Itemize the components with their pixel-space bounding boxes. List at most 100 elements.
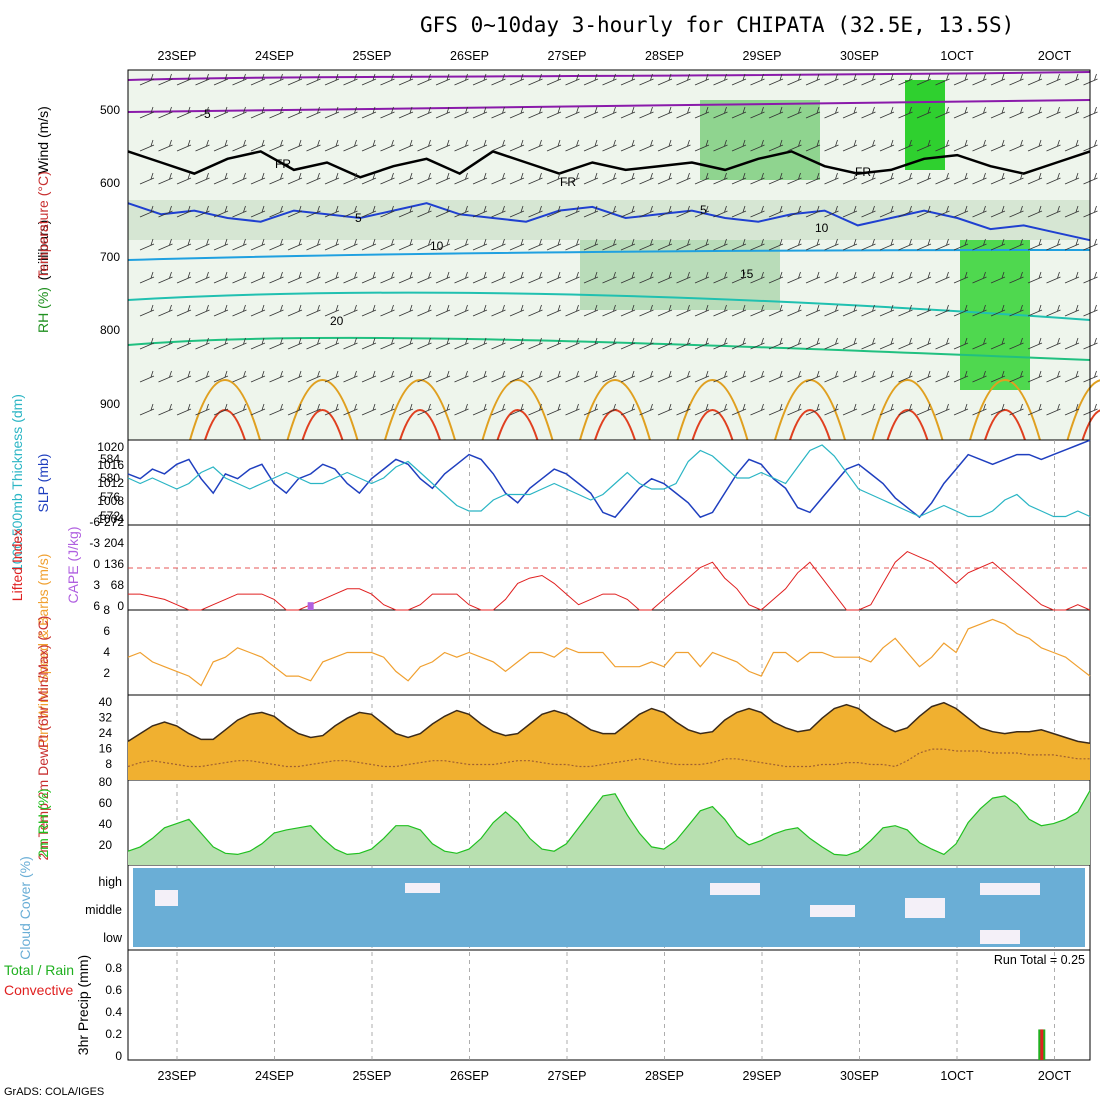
temp-30c-contour [1081, 409, 1100, 441]
wind-barb [787, 106, 802, 119]
wind-barb [361, 172, 377, 185]
wind-barb [676, 370, 691, 383]
wind-barb [324, 139, 340, 152]
lifted-index-tick: -3 [89, 536, 100, 550]
wind-barb [343, 271, 358, 284]
wind-barb [824, 238, 839, 251]
thickness-tick: 576 [100, 490, 120, 504]
wind-barb [195, 370, 210, 383]
wind-barb [1027, 403, 1043, 416]
cape-tick: 272 [104, 515, 124, 529]
wind-barb [287, 271, 303, 284]
wind-barb [491, 139, 506, 152]
wind-barb [472, 106, 488, 119]
date-label-bottom: 23SEP [158, 1069, 197, 1083]
wind-barb [139, 403, 155, 416]
wind-barb [306, 106, 321, 119]
cape-tick: 68 [111, 578, 125, 592]
wind-barb [324, 337, 340, 350]
rh-fill [128, 790, 1090, 865]
wind-barb [269, 370, 284, 383]
rh-tick: 80 [99, 775, 113, 789]
wind-barb [1064, 73, 1080, 86]
contour-label: 10 [430, 239, 444, 253]
wind-barb [787, 271, 802, 284]
wind-barb [713, 73, 728, 86]
wind-barb [805, 271, 821, 284]
wind-barb [990, 304, 1006, 317]
wind-barb [232, 73, 247, 86]
wind-barb [935, 73, 950, 86]
wind-barb [139, 106, 155, 119]
wind-barb [361, 403, 377, 416]
lifted-index-axis-label: Lifted Index [9, 529, 25, 601]
wind-barb [805, 205, 821, 218]
wind-barb [990, 73, 1006, 86]
wind-barb [990, 238, 1006, 251]
precip-tick: 0.8 [105, 961, 122, 975]
wind-barb [620, 205, 636, 218]
wind-barb [657, 139, 673, 152]
wind-barb [546, 337, 562, 350]
wind-barb [842, 205, 858, 218]
contour-label: FR [275, 157, 291, 171]
wind-barb [1064, 139, 1080, 152]
contour-label: 20 [330, 314, 344, 328]
cape-tick: 136 [104, 557, 124, 571]
wind-barb [380, 139, 395, 152]
wind-barb [213, 238, 229, 251]
wind-barb [454, 403, 469, 416]
wind-barb [324, 205, 340, 218]
wind-barb [324, 370, 340, 383]
precip-axis-label: 3hr Precip (mm) [75, 955, 91, 1055]
wind-barb [990, 337, 1006, 350]
wind-barb [898, 172, 913, 185]
temp-25c-contour [969, 379, 1041, 441]
wind-barb [657, 205, 673, 218]
wind-barb [787, 337, 802, 350]
wind-barb [1046, 73, 1061, 86]
wind-barb [1009, 106, 1024, 119]
wind-barb [879, 172, 895, 185]
wind-barb [1009, 205, 1024, 218]
wind-barb [213, 205, 229, 218]
precip-tick: 0.6 [105, 983, 122, 997]
wind-barb [731, 73, 747, 86]
wind-barb [176, 205, 192, 218]
date-label-top: 25SEP [353, 49, 392, 63]
wind-barb [306, 337, 321, 350]
wind-barb [417, 73, 432, 86]
upper-air-ylabel: (millibars) [35, 220, 51, 281]
wind-barb [898, 205, 913, 218]
wind-barb [972, 139, 987, 152]
wind-barb [343, 238, 358, 251]
wind-barb [990, 172, 1006, 185]
wind-barb [176, 73, 192, 86]
wind-barb [694, 205, 710, 218]
wind-barb [879, 271, 895, 284]
wind-barb [546, 172, 562, 185]
wind-barb [343, 205, 358, 218]
temp-30c-contour [886, 409, 929, 441]
wind-barb [232, 403, 247, 416]
wind-barb [287, 172, 303, 185]
wind-barb [694, 238, 710, 251]
temp-minus5-contour [127, 99, 1091, 113]
wind-barb [935, 205, 950, 218]
wind-barb [972, 205, 987, 218]
wind-barb [491, 337, 506, 350]
wind-barb [1009, 370, 1024, 383]
wind-barb [565, 106, 580, 119]
wind-barb [472, 271, 488, 284]
wind-barb [398, 304, 414, 317]
wind-barb [1046, 172, 1061, 185]
wind-barb [343, 172, 358, 185]
wind-barb [787, 139, 802, 152]
dewpt-line [127, 748, 1090, 768]
rh-axis-label: RH (%) [35, 287, 51, 333]
wind-barb [343, 370, 358, 383]
wind-barb [380, 205, 395, 218]
wind-barb [953, 106, 969, 119]
wind-barb [898, 304, 913, 317]
wind-barb [139, 304, 155, 317]
